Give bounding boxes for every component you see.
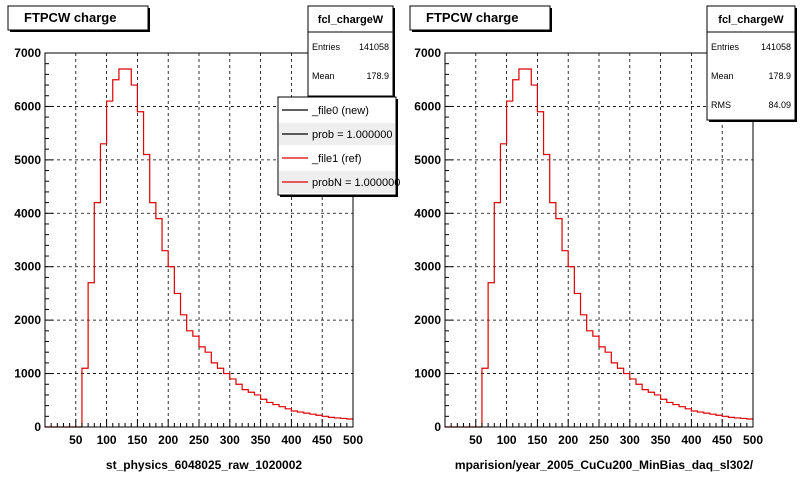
stats-name: fcl_chargeW <box>718 14 784 26</box>
stats-label: Entries <box>711 42 740 52</box>
x-tick-label: 450 <box>712 433 732 447</box>
y-tick-label: 4000 <box>414 206 441 220</box>
grid-lines <box>445 53 753 427</box>
stats-value: 84.09 <box>768 100 791 110</box>
x-tick-label: 400 <box>681 433 701 447</box>
x-tick-label: 100 <box>497 433 517 447</box>
x-tick-label: 500 <box>343 433 363 447</box>
stats-value: 141058 <box>359 42 389 52</box>
stats-label: RMS <box>711 100 731 110</box>
y-tick-label: 1000 <box>14 367 41 381</box>
x-tick-label: 350 <box>651 433 671 447</box>
x-tick-label: 50 <box>69 433 83 447</box>
x-tick-label: 300 <box>220 433 240 447</box>
x-tick-label: 450 <box>312 433 332 447</box>
x-tick-label: 100 <box>97 433 117 447</box>
stats-box-frame <box>307 5 394 97</box>
legend-label: _file0 (new) <box>311 105 369 117</box>
title-box-frame <box>409 5 551 31</box>
stats-box: fcl_chargeW Entries 141058 Mean 178.9 RMS 84.0… <box>706 5 797 122</box>
y-tick-label: 6000 <box>14 99 41 113</box>
chart-title: FTPCW charge <box>426 10 518 25</box>
y-tick-label: 4000 <box>14 206 41 220</box>
stats-box-frame <box>706 5 796 121</box>
title-box: FTPCW charge <box>7 5 150 32</box>
x-tick-label: 250 <box>589 433 609 447</box>
stats-name: fcl_chargeW <box>318 14 384 26</box>
stats-value: 178.9 <box>366 71 389 81</box>
legend-label: prob = 1.000000 <box>312 129 392 141</box>
x-axis-label: st_physics_6048025_raw_1020002 <box>106 458 302 472</box>
x-tick-label: 500 <box>743 433 763 447</box>
legend-label: probN = 1.000000 <box>312 177 400 189</box>
histogram-panel-1: 50 100 150 200 250 300 350 400 450 50001000200030… <box>7 5 400 472</box>
y-tick-label: 2000 <box>414 313 441 327</box>
stats-label: Entries <box>312 42 341 52</box>
stats-label: Mean <box>711 71 734 81</box>
y-tick-label: 0 <box>434 420 441 434</box>
x-tick-label: 50 <box>469 433 483 447</box>
x-tick-label: 300 <box>620 433 640 447</box>
stats-box: fcl_chargeW Entries 141058 Mean 178.9 <box>307 5 395 98</box>
legend-row-band <box>279 171 395 193</box>
stats-label: Mean <box>312 71 335 81</box>
y-tick-label: 2000 <box>14 313 41 327</box>
y-tick-label: 3000 <box>414 260 441 274</box>
title-box-frame <box>7 5 149 31</box>
legend-label: _file1 (ref) <box>311 153 362 165</box>
x-tick-label: 150 <box>127 433 147 447</box>
y-tick-label: 6000 <box>414 99 441 113</box>
stats-value: 141058 <box>761 42 791 52</box>
y-tick-label: 1000 <box>414 367 441 381</box>
histogram-series-line <box>445 68 753 428</box>
y-tick-label: 5000 <box>414 153 441 167</box>
x-tick-label: 350 <box>251 433 271 447</box>
y-tick-label: 3000 <box>14 260 41 274</box>
y-tick-label: 5000 <box>14 153 41 167</box>
x-tick-label: 400 <box>281 433 301 447</box>
x-tick-label: 200 <box>158 433 178 447</box>
histogram-panel-2: 50 100 150 200 250 300 350 400 450 50001000200030… <box>409 5 797 472</box>
legend-row-band <box>279 123 395 145</box>
title-box: FTPCW charge <box>409 5 552 32</box>
histogram-series-line <box>45 68 353 428</box>
chart-title: FTPCW charge <box>24 10 116 25</box>
x-axis-label: mparision/year_2005_CuCu200_MinBias_daq_… <box>455 458 754 472</box>
y-tick-label: 7000 <box>14 46 41 60</box>
y-tick-label: 7000 <box>414 46 441 60</box>
x-tick-label: 250 <box>189 433 209 447</box>
stats-value: 178.9 <box>768 71 791 81</box>
x-tick-label: 200 <box>558 433 578 447</box>
legend-box: _file0 (new) prob = 1.000000 _file1 (ref) p… <box>277 96 400 197</box>
x-tick-label: 150 <box>527 433 547 447</box>
y-tick-label: 0 <box>34 420 41 434</box>
